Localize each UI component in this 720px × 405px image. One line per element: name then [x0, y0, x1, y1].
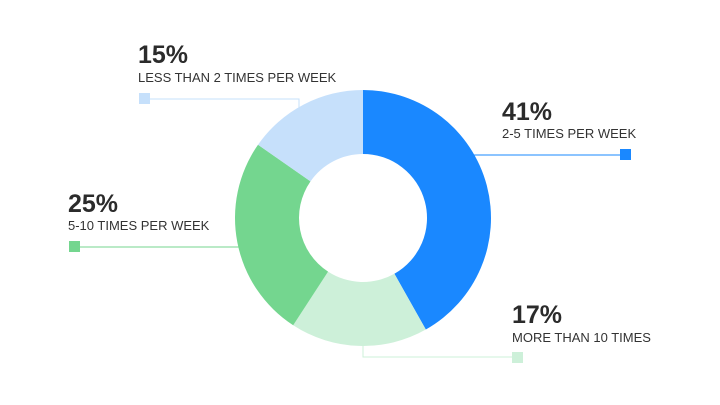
donut-slices	[235, 90, 492, 347]
percent-label-5-10-times: 25%	[68, 190, 118, 218]
leader-line-more-than-10	[362, 346, 518, 358]
annotation-less-than-2: 15% LESS THAN 2 TIMES PER WEEK	[138, 41, 337, 85]
leader-line-less-than-2	[145, 98, 300, 108]
annotation-5-10-times: 25% 5-10 TIMES PER WEEK	[68, 190, 210, 233]
category-label-5-10-times: 5-10 TIMES PER WEEK	[68, 218, 210, 233]
annotation-2-5-times: 41% 2-5 TIMES PER WEEK	[502, 98, 636, 141]
donut-slice-5-10-times	[235, 144, 329, 326]
donut-slice-less-than-2	[258, 90, 363, 182]
category-label-more-than-10: MORE THAN 10 TIMES	[512, 330, 651, 345]
legend-marker-5-10-times	[69, 241, 80, 252]
percent-label-less-than-2: 15%	[138, 41, 188, 69]
legend-marker-2-5-times	[620, 149, 631, 160]
category-label-2-5-times: 2-5 TIMES PER WEEK	[502, 126, 636, 141]
percent-label-2-5-times: 41%	[502, 98, 552, 126]
annotation-more-than-10: 17% MORE THAN 10 TIMES	[512, 301, 651, 345]
percent-label-more-than-10: 17%	[512, 301, 562, 329]
category-label-less-than-2: LESS THAN 2 TIMES PER WEEK	[138, 70, 337, 85]
donut-slice-2-5-times	[363, 90, 492, 330]
legend-marker-less-than-2	[139, 93, 150, 104]
donut-slice-more-than-10	[293, 271, 426, 347]
leader-lines	[69, 93, 631, 363]
legend-marker-more-than-10	[512, 352, 523, 363]
